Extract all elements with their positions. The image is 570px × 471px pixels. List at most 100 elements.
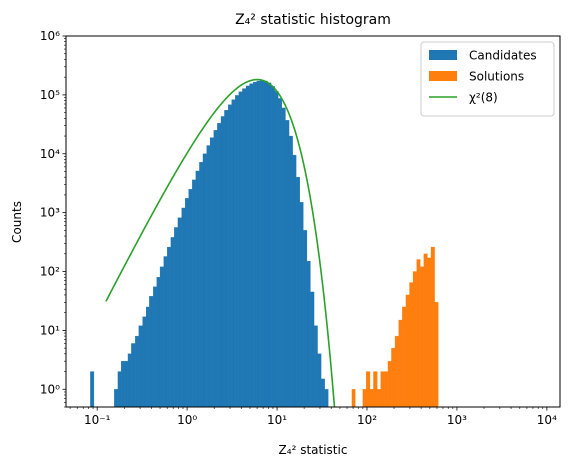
y-tick-label-2: 10² — [40, 265, 60, 279]
chi2-curve — [105, 78, 336, 407]
candidates-bar-48 — [281, 107, 286, 407]
candidates-bar-12 — [153, 286, 157, 407]
y-tick-label-3: 10³ — [40, 206, 60, 220]
legend-label-0: Candidates — [469, 49, 537, 63]
candidates-bar-35 — [235, 95, 239, 407]
x-tick-label-5: 10⁴ — [537, 413, 557, 427]
candidates-bar-40 — [253, 81, 257, 407]
candidates-bar-31 — [220, 116, 225, 407]
candidates-bar-21 — [184, 198, 189, 407]
solutions-bar-11 — [398, 319, 403, 407]
candidates-bar-58 — [317, 353, 322, 407]
candidates-bar-43 — [263, 80, 268, 407]
candidates-bar-53 — [299, 202, 304, 407]
solutions-bar-7 — [384, 371, 389, 407]
y-tick-label-6: 10⁶ — [40, 29, 60, 43]
candidates-bar-25 — [199, 162, 204, 407]
candidates-bar-22 — [188, 189, 193, 407]
candidates-bar-11 — [149, 296, 154, 407]
candidates-bar-16 — [167, 246, 172, 407]
legend: Candidates Solutions χ²(8) — [420, 41, 555, 117]
solutions-bar-6 — [380, 371, 385, 407]
solutions-bar-17 — [420, 266, 425, 407]
solutions-bar-20 — [430, 246, 435, 407]
solutions-bar-10 — [394, 335, 399, 407]
candidates-bar-17 — [170, 237, 175, 407]
legend-swatch-0 — [429, 50, 457, 60]
candidates-bar-60 — [324, 389, 329, 407]
candidates-bar-42 — [260, 80, 265, 407]
y-tick-label-0: 10⁰ — [40, 382, 60, 396]
solutions-bar-21 — [434, 302, 439, 407]
candidates-bar-0 — [90, 371, 95, 407]
candidates-bar-37 — [242, 88, 247, 407]
candidates-bar-5 — [127, 353, 132, 407]
candidates-bar-59 — [320, 378, 325, 407]
candidates-bar-39 — [249, 83, 254, 407]
candidates-bar-15 — [163, 256, 168, 407]
solutions-bar-14 — [409, 282, 414, 407]
y-axis-label: Counts — [10, 201, 24, 243]
candidates-bar-7 — [135, 335, 139, 407]
axes: 10⁻¹ 10⁰ 10¹ 10² 10³ 10⁴ 10⁰ 10¹ 10² 10³ 10⁴ 10⁵ 10⁶ — [40, 29, 561, 427]
candidates-bar-55 — [306, 260, 311, 407]
candidates-bar-6 — [131, 343, 136, 407]
candidates-bar-50 — [288, 135, 293, 407]
candidates-bar-13 — [156, 277, 161, 407]
candidates-bar-18 — [174, 227, 179, 407]
candidates-bar-2 — [117, 371, 122, 407]
candidates-bar-23 — [192, 179, 196, 407]
plot-area — [90, 78, 439, 407]
legend-label-1: Solutions — [469, 70, 524, 84]
solutions-bar-2 — [366, 371, 371, 407]
solutions-bar-16 — [416, 259, 421, 407]
candidates-bar-49 — [285, 120, 290, 407]
legend-swatch-1 — [429, 71, 457, 81]
solutions-bar-15 — [412, 271, 417, 407]
solutions-bar-0 — [351, 389, 356, 407]
candidates-bar-30 — [217, 123, 222, 407]
solutions-bar-18 — [423, 253, 428, 407]
candidates-bar-56 — [310, 291, 315, 407]
y-tick-label-5: 10⁵ — [40, 88, 60, 102]
candidates-bar-45 — [270, 86, 275, 407]
candidates-bar-9 — [142, 316, 147, 407]
candidates-bar-29 — [213, 130, 218, 407]
candidates-bar-10 — [145, 306, 150, 407]
candidates-bar-34 — [231, 99, 236, 407]
x-axis-label: Z₄² statistic — [279, 443, 348, 457]
candidates-bar-52 — [295, 177, 300, 407]
x-tick-label-3: 10² — [357, 413, 377, 427]
solutions-bar-8 — [387, 361, 392, 407]
x-tick-label-1: 10⁰ — [177, 413, 197, 427]
candidates-bar-8 — [138, 325, 143, 407]
candidates-bar-4 — [124, 361, 129, 407]
solutions-bar-13 — [405, 294, 410, 407]
solutions-bar-12 — [402, 306, 407, 407]
x-tick-label-4: 10³ — [447, 413, 467, 427]
candidates-bar-41 — [256, 80, 261, 407]
y-tick-label-4: 10⁴ — [40, 147, 60, 161]
solutions-bar-5 — [377, 389, 381, 407]
solutions-bar-19 — [427, 257, 432, 407]
y-tick-label-1: 10¹ — [40, 323, 60, 337]
candidates-bar-19 — [177, 217, 182, 407]
x-tick-label-2: 10¹ — [267, 413, 287, 427]
candidates-bar-36 — [238, 91, 243, 407]
candidates-bar-57 — [313, 325, 318, 407]
candidates-bar-46 — [274, 91, 279, 407]
solutions-bar-3 — [369, 389, 374, 407]
candidates-bar-47 — [278, 98, 282, 407]
candidates-bar-27 — [206, 145, 211, 407]
solutions-bar-1 — [362, 389, 367, 407]
candidates-bar-26 — [202, 153, 207, 407]
series-group — [90, 78, 439, 407]
candidates-bar-20 — [181, 207, 186, 407]
solutions-bar-4 — [373, 371, 378, 407]
candidates-bar-3 — [121, 361, 125, 407]
chart-title: Z₄² statistic histogram — [235, 12, 391, 28]
candidates-bar-24 — [195, 170, 200, 407]
x-tick-label-0: 10⁻¹ — [84, 413, 111, 427]
candidates-bar-38 — [245, 85, 250, 407]
